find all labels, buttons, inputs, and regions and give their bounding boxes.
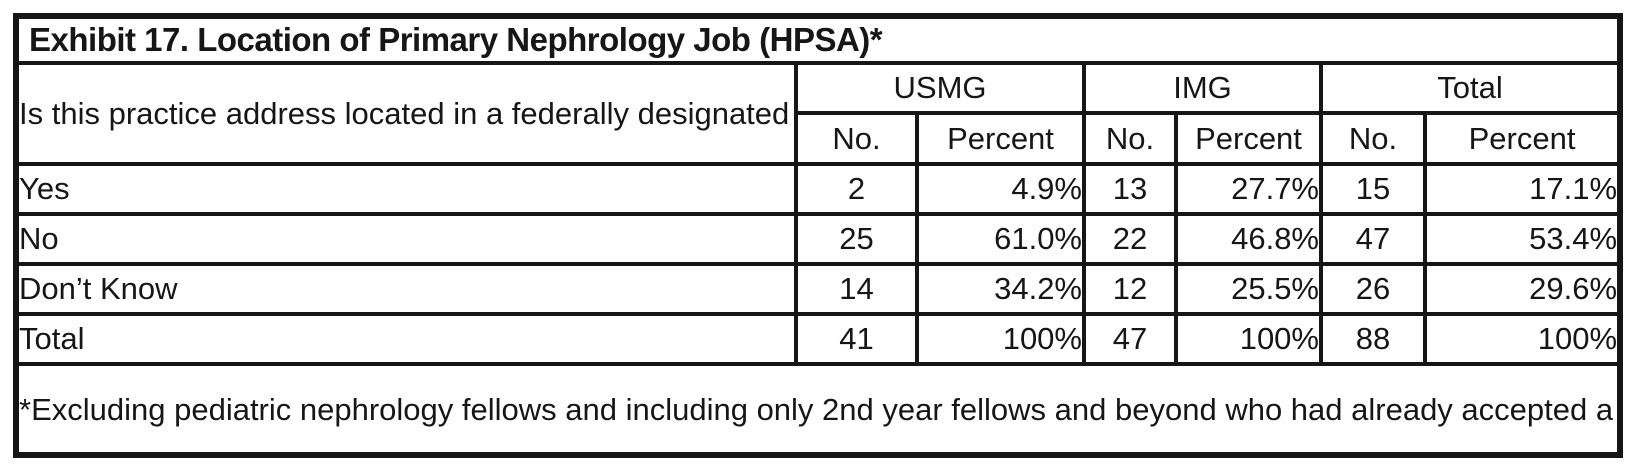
- usmg-percent-header: Percent: [915, 111, 1086, 166]
- total-percent-header: Percent: [1422, 111, 1623, 166]
- total-no-header: No.: [1319, 111, 1427, 166]
- usmg-percent-cell: 61.0%: [915, 212, 1086, 266]
- total-no-cell: 15: [1319, 162, 1427, 216]
- usmg-no-cell: 41: [794, 312, 919, 366]
- group-header-usmg: USMG: [794, 61, 1086, 115]
- usmg-no-cell: 25: [794, 212, 919, 266]
- total-no-cell: 47: [1319, 212, 1427, 266]
- total-no-cell: 26: [1319, 262, 1427, 316]
- total-percent-cell: 29.6%: [1422, 262, 1623, 316]
- img-no-cell: 47: [1082, 312, 1178, 366]
- row-label: Total: [14, 312, 798, 366]
- row-label: Yes: [14, 162, 798, 216]
- total-percent-cell: 53.4%: [1422, 212, 1623, 266]
- usmg-no-cell: 14: [794, 262, 919, 316]
- total-percent-cell: 100%: [1422, 312, 1623, 366]
- img-no-cell: 13: [1082, 162, 1178, 216]
- total-percent-cell: 17.1%: [1422, 162, 1623, 216]
- title-row: Exhibit 17. Location of Primary Nephrolo…: [13, 14, 1623, 65]
- usmg-no-header: No.: [794, 111, 919, 166]
- img-percent-cell: 25.5%: [1174, 262, 1323, 316]
- row-label: No: [14, 212, 798, 266]
- usmg-percent-cell: 34.2%: [915, 262, 1086, 316]
- question-cell: Is this practice address located in a fe…: [14, 61, 798, 166]
- table-row: No 25 61.0% 22 46.8% 47 53.4%: [14, 212, 1623, 266]
- img-percent-header: Percent: [1174, 111, 1323, 166]
- question-text: Is this practice address located in a fe…: [19, 95, 792, 131]
- usmg-no-cell: 2: [794, 162, 919, 216]
- img-no-cell: 12: [1082, 262, 1178, 316]
- footnote-row: *Excluding pediatric nephrology fellows …: [13, 362, 1623, 457]
- group-header-row: Is this practice address located in a fe…: [14, 61, 1623, 166]
- exhibit-title: Exhibit 17. Location of Primary Nephrolo…: [13, 14, 1623, 65]
- row-label: Don’t Know: [14, 262, 798, 316]
- group-header-total: Total: [1318, 61, 1623, 115]
- table-row: Don’t Know 14 34.2% 12 25.5% 26 29.6%: [14, 262, 1623, 316]
- group-header-img: IMG: [1082, 61, 1323, 115]
- footnote-text: *Excluding pediatric nephrology fellows …: [19, 391, 1621, 427]
- total-no-cell: 88: [1319, 312, 1427, 366]
- img-percent-cell: 100%: [1174, 312, 1323, 366]
- img-percent-cell: 46.8%: [1174, 212, 1323, 266]
- footnote-cell: *Excluding pediatric nephrology fellows …: [13, 362, 1623, 457]
- img-no-cell: 22: [1082, 212, 1178, 266]
- img-percent-cell: 27.7%: [1174, 162, 1323, 216]
- usmg-percent-cell: 100%: [915, 312, 1086, 366]
- table-row: Yes 2 4.9% 13 27.7% 15 17.1%: [14, 162, 1623, 216]
- exhibit-table: Exhibit 17. Location of Primary Nephrolo…: [13, 13, 1624, 458]
- img-no-header: No.: [1082, 111, 1178, 166]
- usmg-percent-cell: 4.9%: [915, 162, 1086, 216]
- table-row: Total 41 100% 47 100% 88 100%: [14, 312, 1623, 366]
- sub-header-row: No. Percent No. Percent No. Percent: [16, 111, 1623, 166]
